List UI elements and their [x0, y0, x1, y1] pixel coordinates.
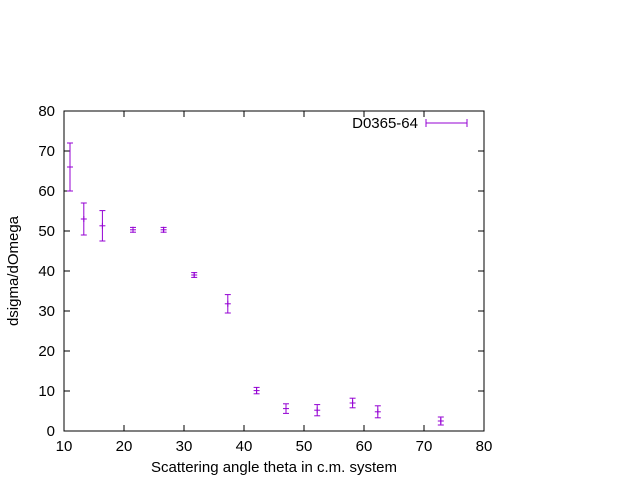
- data-point: [130, 226, 136, 233]
- data-point: [314, 404, 321, 417]
- data-point: [224, 294, 231, 314]
- x-tick-label: 60: [356, 438, 373, 455]
- data-point: [437, 416, 444, 426]
- data-point: [283, 403, 289, 414]
- x-tick-label: 80: [476, 438, 493, 455]
- data-point: [99, 210, 106, 242]
- y-tick-label: 60: [38, 183, 55, 200]
- x-axis-label: Scattering angle theta in c.m. system: [151, 459, 397, 476]
- y-tick-label: 20: [38, 343, 55, 360]
- y-tick-label: 70: [38, 143, 55, 160]
- data-point: [160, 226, 167, 233]
- x-tick-label: 10: [56, 438, 73, 455]
- y-tick-label: 30: [38, 303, 55, 320]
- legend-sample: [425, 119, 468, 127]
- y-axis-label: dsigma/dOmega: [5, 215, 22, 326]
- y-tick-label: 80: [38, 103, 55, 120]
- x-tick-label: 30: [176, 438, 193, 455]
- x-tick-label: 50: [296, 438, 313, 455]
- x-tick-label: 70: [416, 438, 433, 455]
- data-point: [253, 386, 260, 395]
- legend: D0365-64: [352, 115, 468, 132]
- data-point: [349, 397, 356, 409]
- x-tick-label: 40: [236, 438, 253, 455]
- data-points: [67, 142, 444, 426]
- data-point: [374, 405, 381, 419]
- data-point: [67, 142, 73, 192]
- y-tick-label: 50: [38, 223, 55, 240]
- data-point: [80, 202, 87, 236]
- legend-label: D0365-64: [352, 115, 418, 132]
- y-tick-label: 10: [38, 383, 55, 400]
- y-tick-label: 0: [47, 423, 55, 440]
- data-point: [191, 272, 198, 278]
- plot-frame: [63, 110, 485, 432]
- x-tick-label: 20: [116, 438, 133, 455]
- y-tick-label: 40: [38, 263, 55, 280]
